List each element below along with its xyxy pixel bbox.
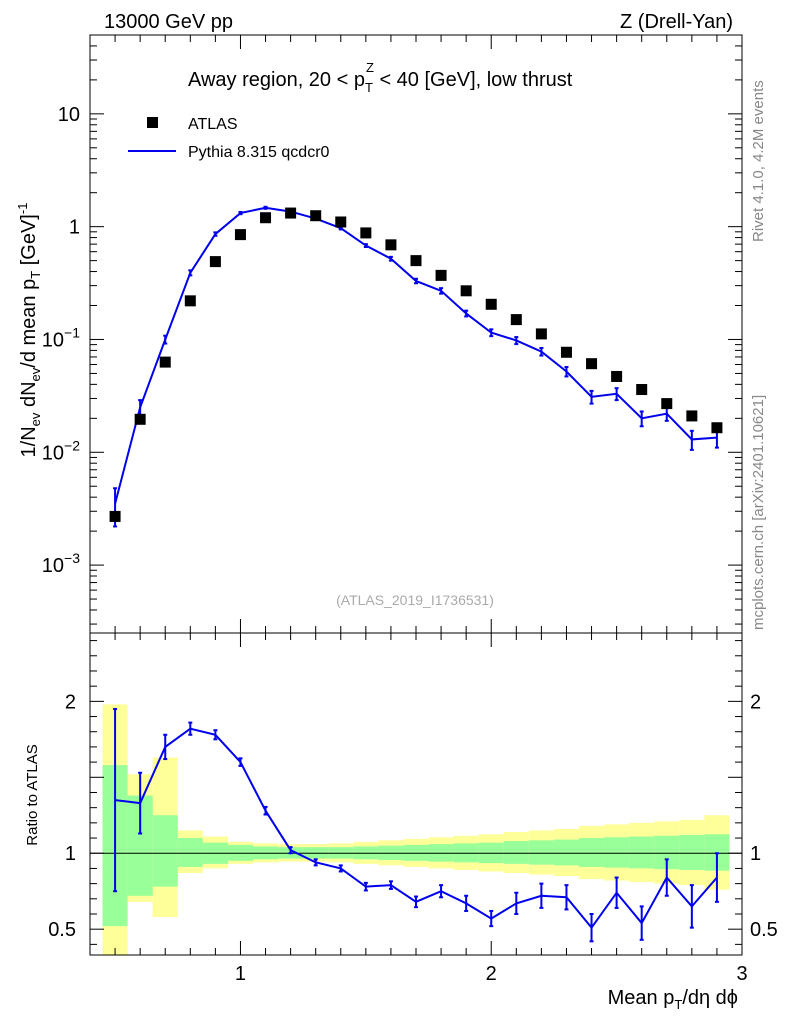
y-tick-label-ratio-left: 2 xyxy=(65,691,76,713)
y-axis-label-main: 1/Nev dNev/d mean pT [GeV]-1 xyxy=(15,203,43,458)
data-point xyxy=(159,356,171,368)
x-tick-label: 1 xyxy=(235,963,246,985)
legend-mc-label: Pythia 8.315 qcdcr0 xyxy=(188,144,330,161)
ratio-band-inner-bin xyxy=(579,838,605,867)
ratio-band-inner-bin xyxy=(177,838,203,867)
legend: ATLAS Pythia 8.315 qcdcr0 xyxy=(128,116,330,161)
title-sup: Z xyxy=(366,60,374,75)
ratio-band-inner-bin xyxy=(152,815,178,887)
data-point xyxy=(385,239,397,251)
x-axis-label: Mean pT/dη dϕ xyxy=(608,987,738,1012)
data-point xyxy=(535,328,547,340)
analysis-label: (ATLAS_2019_I1736531) xyxy=(336,592,494,608)
ratio-band-inner-bin xyxy=(629,836,655,869)
mc-series xyxy=(113,205,719,528)
ratio-series xyxy=(113,707,719,943)
header-right: Z (Drell-Yan) xyxy=(620,11,733,33)
plot-title: Away region, 20 < pTZ < 40 [GeV], low th… xyxy=(188,60,573,95)
data-point xyxy=(285,207,297,219)
y-tick-label-ratio-left: 0.5 xyxy=(48,919,76,941)
y-tick-label-main: 1 xyxy=(69,217,80,239)
axis-ticks xyxy=(89,34,743,955)
data-point xyxy=(184,295,196,307)
data-point xyxy=(360,227,372,239)
x-tick-label: 3 xyxy=(736,963,747,985)
y-tick-label-main: 10−1 xyxy=(42,324,80,351)
header-left: 13000 GeV pp xyxy=(104,11,233,33)
data-series xyxy=(109,207,723,522)
data-point xyxy=(310,210,322,222)
data-point xyxy=(686,410,698,422)
data-point xyxy=(109,510,121,522)
y-tick-label-main: 10 xyxy=(58,104,80,126)
y-tick-label-ratio-right: 0.5 xyxy=(750,919,778,941)
axis-tick-labels: 1 2 3 10−3 10−2 10−1 1 10 0.5 0.5 1 1 2 2 xyxy=(42,104,778,985)
side-label-bottom: mcplots.cern.ch [arXiv:2401.10621] xyxy=(750,395,767,630)
data-point xyxy=(209,256,221,268)
data-point xyxy=(586,358,598,370)
plot-frames xyxy=(89,34,743,956)
y-tick-label-ratio-right: 1 xyxy=(750,843,761,865)
ratio-band-inner-bin xyxy=(679,835,705,870)
data-point xyxy=(711,422,723,434)
legend-data-label: ATLAS xyxy=(188,116,238,133)
ratio-band-inner-bin xyxy=(503,841,529,864)
y-axis-label-ratio: Ratio to ATLAS xyxy=(24,744,41,845)
x-tick-label: 2 xyxy=(486,963,497,985)
data-point xyxy=(560,346,572,358)
y-tick-label-ratio-right: 2 xyxy=(750,691,761,713)
ratio-band-inner-bin xyxy=(528,840,554,865)
data-point xyxy=(435,269,447,281)
ratio-band-inner-bin xyxy=(553,839,579,866)
data-point xyxy=(410,255,422,267)
data-point xyxy=(460,285,472,297)
legend-data-marker xyxy=(147,117,158,128)
y-tick-label-main: 10−3 xyxy=(42,550,80,577)
data-point xyxy=(661,398,673,410)
data-point xyxy=(485,298,497,310)
data-point xyxy=(134,413,146,425)
mc-line xyxy=(114,206,717,504)
data-point xyxy=(335,216,347,228)
data-point xyxy=(636,384,648,396)
side-label-top: Rivet 4.1.0, 4.2M events xyxy=(750,80,767,242)
ratio-band-inner-bin xyxy=(604,837,630,868)
data-point xyxy=(260,212,272,224)
data-point xyxy=(234,229,246,241)
y-tick-label-main: 10−2 xyxy=(42,437,80,464)
y-tick-label-ratio-left: 1 xyxy=(65,843,76,865)
data-point xyxy=(510,314,522,326)
ratio-bands xyxy=(102,704,730,955)
title-sub: T xyxy=(365,80,373,95)
data-point xyxy=(611,370,623,382)
